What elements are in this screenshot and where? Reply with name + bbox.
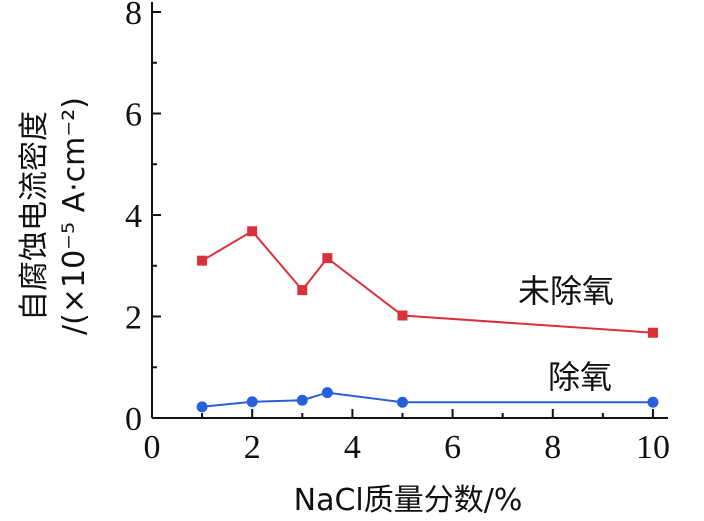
data-point [647, 327, 658, 338]
data-point [297, 285, 308, 296]
axes [151, 2, 668, 419]
series-1 [196, 387, 659, 413]
data-point [396, 396, 408, 408]
x-tick-label: 0 [144, 429, 161, 466]
y-tick-label: 8 [125, 0, 142, 32]
data-point [321, 387, 333, 399]
y-tick-label: 6 [125, 97, 142, 134]
y-axis-label-line1: 自腐蚀电流密度 [17, 111, 52, 321]
y-tick-label: 2 [125, 300, 142, 337]
data-point [247, 226, 258, 237]
x-tick-label: 8 [544, 429, 561, 466]
y-axis-label-line2: /(×10⁻⁵ A·cm⁻²) [57, 97, 92, 335]
data-point [397, 310, 408, 321]
x-tick-label: 10 [636, 429, 670, 466]
x-tick-label: 4 [344, 429, 361, 466]
series-label-deoxygenated: 除氧 [548, 358, 612, 396]
x-axis-label: NaCl质量分数/% [294, 483, 523, 518]
y-axis-label-group: 自腐蚀电流密度 /(×10⁻⁵ A·cm⁻²) [17, 97, 92, 335]
series-layer [196, 226, 659, 413]
series-label-undeoxygenated: 未除氧 [518, 272, 614, 310]
x-tick-label: 2 [244, 429, 261, 466]
y-tick-label: 4 [125, 198, 142, 235]
ticks: 0 2 4 6 8 10 0 2 4 6 8 [125, 0, 670, 466]
data-point [196, 401, 208, 413]
data-point [647, 396, 659, 408]
series-0 [197, 226, 658, 338]
series-line [202, 391, 653, 408]
data-point [296, 394, 308, 406]
x-tick-label: 6 [444, 429, 461, 466]
data-point [197, 255, 208, 266]
data-point [322, 253, 333, 264]
y-tick-label: 0 [125, 401, 142, 438]
data-point [246, 396, 258, 408]
series-line [201, 229, 654, 334]
